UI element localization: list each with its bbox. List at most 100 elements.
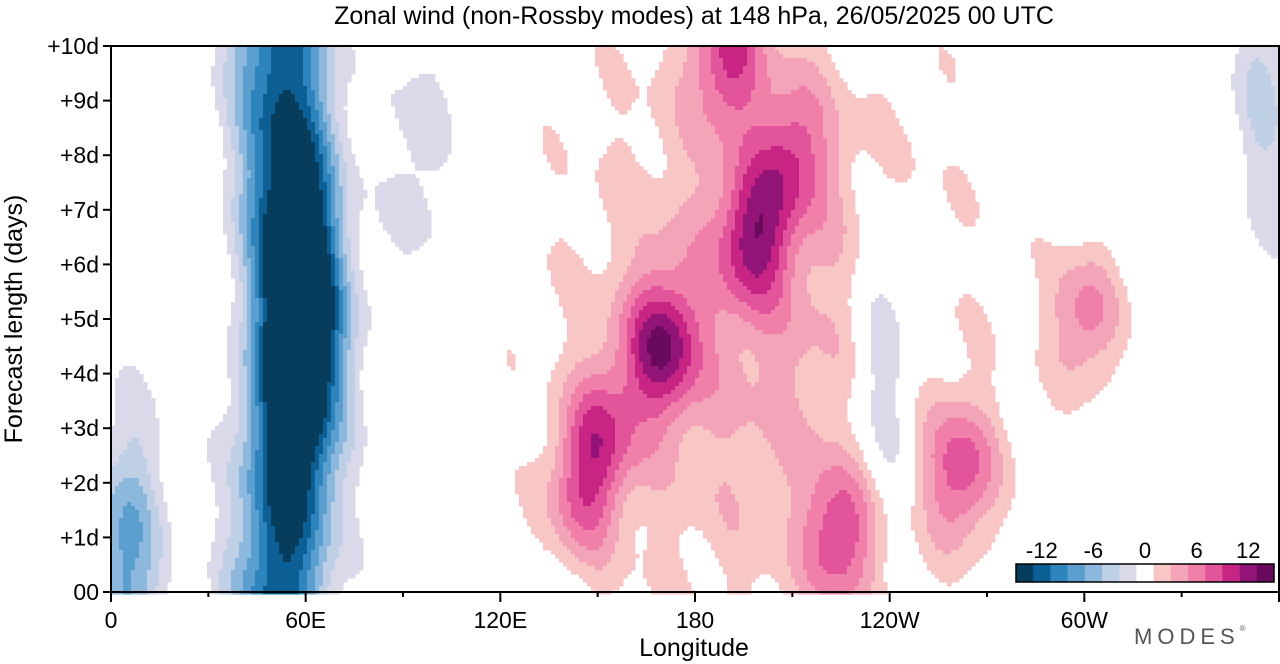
- field-cell: [267, 510, 272, 515]
- field-cell: [235, 406, 240, 411]
- field-cell: [227, 438, 232, 443]
- field-cell: [263, 114, 268, 119]
- contour-field: [111, 46, 1280, 595]
- field-cell: [263, 186, 268, 191]
- field-cell: [259, 58, 264, 63]
- field-cell: [155, 514, 160, 519]
- field-cell: [263, 454, 268, 459]
- field-cell: [235, 74, 240, 79]
- field-cell: [267, 290, 272, 295]
- field-cell: [235, 430, 240, 435]
- field-cell: [231, 86, 236, 91]
- field-cell: [227, 354, 232, 359]
- field-cell: [155, 506, 160, 511]
- field-cell: [243, 294, 248, 299]
- field-cell: [207, 562, 212, 567]
- field-cell: [255, 398, 260, 403]
- field-cell: [227, 190, 232, 195]
- field-cell: [251, 234, 256, 239]
- field-cell: [251, 154, 256, 159]
- field-cell: [227, 186, 232, 191]
- field-cell: [267, 410, 272, 415]
- field-cell: [143, 582, 148, 587]
- field-cell: [223, 430, 228, 435]
- field-cell: [235, 310, 240, 315]
- field-cell: [251, 354, 256, 359]
- field-cell: [255, 434, 260, 439]
- field-cell: [239, 198, 244, 203]
- field-cell: [167, 526, 172, 531]
- field-cell: [231, 406, 236, 411]
- field-cell: [239, 326, 244, 331]
- field-cell: [139, 422, 144, 427]
- field-cell: [263, 450, 268, 455]
- field-cell: [131, 470, 136, 475]
- field-cell: [271, 230, 276, 235]
- field-cell: [263, 270, 268, 275]
- field-cell: [135, 442, 140, 447]
- field-cell: [267, 454, 272, 459]
- field-cell: [211, 442, 216, 447]
- field-cell: [243, 586, 248, 591]
- field-cell: [219, 62, 224, 67]
- field-cell: [271, 210, 276, 215]
- field-cell: [227, 86, 232, 91]
- field-cell: [271, 194, 276, 199]
- field-cell: [251, 570, 256, 575]
- field-cell: [115, 450, 120, 455]
- field-cell: [235, 118, 240, 123]
- field-cell: [139, 490, 144, 495]
- field-cell: [123, 582, 128, 587]
- field-cell: [219, 534, 224, 539]
- field-cell: [135, 502, 140, 507]
- field-cell: [143, 418, 148, 423]
- field-cell: [247, 394, 252, 399]
- field-cell: [259, 114, 264, 119]
- field-cell: [243, 330, 248, 335]
- field-cell: [135, 470, 140, 475]
- field-cell: [231, 198, 236, 203]
- field-cell: [215, 474, 220, 479]
- field-cell: [231, 338, 236, 343]
- field-cell: [263, 462, 268, 467]
- field-cell: [131, 422, 136, 427]
- field-cell: [239, 202, 244, 207]
- field-cell: [151, 418, 156, 423]
- field-cell: [231, 318, 236, 323]
- field-cell: [115, 438, 120, 443]
- field-cell: [115, 502, 120, 507]
- field-cell: [227, 502, 232, 507]
- field-cell: [259, 586, 264, 591]
- field-cell: [227, 218, 232, 223]
- field-cell: [235, 578, 240, 583]
- field-cell: [235, 262, 240, 267]
- field-cell: [259, 282, 264, 287]
- field-cell: [263, 62, 268, 67]
- field-cell: [247, 458, 252, 463]
- field-cell: [243, 538, 248, 543]
- field-cell: [139, 378, 144, 383]
- field-cell: [231, 158, 236, 163]
- field-cell: [267, 518, 272, 523]
- field-cell: [243, 146, 248, 151]
- field-cell: [247, 438, 252, 443]
- field-cell: [243, 122, 248, 127]
- field-cell: [143, 550, 148, 555]
- field-cell: [243, 98, 248, 103]
- field-cell: [255, 186, 260, 191]
- field-cell: [219, 50, 224, 55]
- field-cell: [159, 566, 164, 571]
- field-cell: [223, 414, 228, 419]
- field-cell: [215, 458, 220, 463]
- field-cell: [227, 142, 232, 147]
- field-cell: [247, 66, 252, 71]
- field-cell: [251, 322, 256, 327]
- field-cell: [215, 574, 220, 579]
- field-cell: [239, 158, 244, 163]
- field-cell: [255, 414, 260, 419]
- field-cell: [263, 286, 268, 291]
- field-cell: [155, 450, 160, 455]
- field-cell: [139, 446, 144, 451]
- field-cell: [227, 466, 232, 471]
- field-cell: [135, 434, 140, 439]
